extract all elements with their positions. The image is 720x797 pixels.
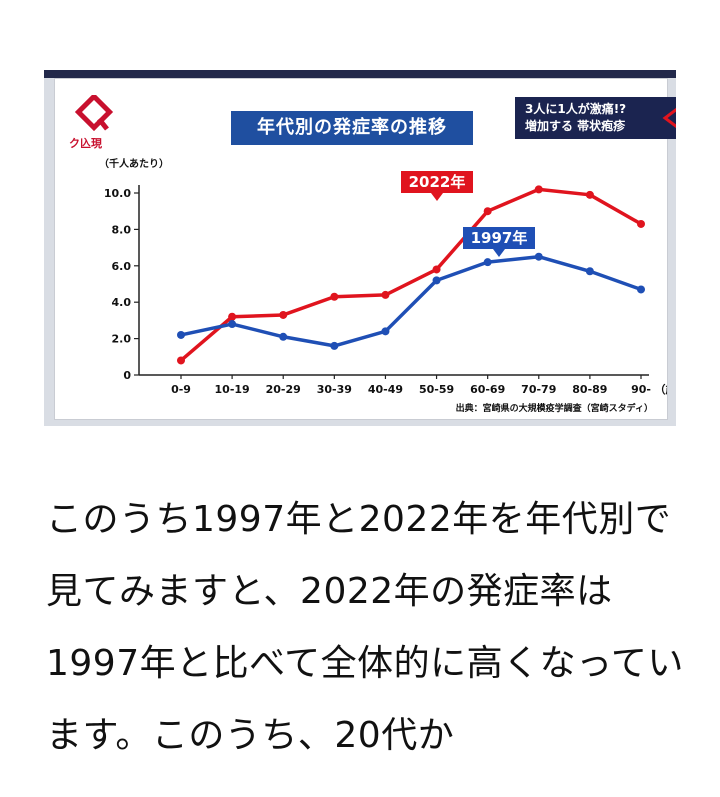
chart-title: 年代別の発症率の推移: [231, 111, 473, 145]
series-point-0: [585, 190, 594, 199]
series-point-0: [432, 265, 441, 274]
y-tick-label: 0: [123, 369, 131, 382]
line-chart: （千人あたり） 0 2.0 4.0 6.0 8.0 10.0 0-9 10-19 20-29 30-…: [99, 157, 668, 414]
chart-board: ク兦現 年代別の発症率の推移 3人に1人が激痛!? 増加する 帯状疱疹 （千人あ…: [54, 78, 676, 420]
series-line-1: [180, 254, 642, 348]
series-point-1: [534, 252, 543, 261]
series-point-1: [279, 332, 288, 341]
news-banner: 3人に1人が激痛!? 増加する 帯状疱疹: [515, 97, 676, 139]
chevron-left-icon: [662, 107, 676, 129]
series-point-1: [381, 327, 390, 336]
series-point-1: [228, 320, 237, 329]
caption-text: このうち1997年と2022年を年代別で見てみますと、2022年の発症率は199…: [46, 499, 684, 756]
screen-top-bar: [44, 70, 676, 78]
y-tick-label: 2.0: [112, 333, 132, 346]
banner-line-2: 増加する 帯状疱疹: [525, 119, 626, 133]
x-tick-label: 20-29: [266, 383, 301, 396]
series-point-1: [330, 341, 339, 350]
y-tick-label: 6.0: [112, 260, 132, 273]
legend-tag-pointer-0: [431, 193, 443, 201]
series-point-0: [381, 290, 390, 299]
x-tick-label: 80-89: [572, 383, 607, 396]
banner-line-1: 3人に1人が激痛!?: [525, 102, 627, 116]
x-tick-label: 10-19: [215, 383, 250, 396]
x-tick-label: 40-49: [368, 383, 403, 396]
legend-tag-bg-1: [463, 227, 535, 249]
series-point-1: [585, 267, 594, 276]
x-tick-label: 70-79: [521, 383, 556, 396]
legend-label-0: 2022年: [409, 173, 466, 191]
tv-screen: ク兦現 年代別の発症率の推移 3人に1人が激痛!? 増加する 帯状疱疹 （千人あ…: [44, 70, 676, 426]
x-tick-label: 60-69: [470, 383, 505, 396]
legend-label-1: 1997年: [471, 229, 528, 247]
series-point-1: [483, 258, 492, 267]
series-point-0: [330, 292, 339, 301]
y-axis-label: （千人あたり）: [99, 157, 169, 170]
series-point-0: [177, 356, 185, 365]
x-tick-label: 30-39: [317, 383, 352, 396]
legend-tag-pointer-1: [493, 249, 505, 257]
source-note: 出典：宮崎県の大規模疫学調査（宮崎スタディ）: [456, 402, 653, 414]
series-point-0: [637, 219, 645, 228]
series-point-1: [432, 276, 441, 285]
x-tick-label: 90-: [631, 383, 651, 396]
y-tick-label: 4.0: [112, 296, 132, 309]
y-tick-label: 10.0: [104, 187, 131, 200]
series-point-0: [534, 185, 543, 194]
y-tick-label: 8.0: [112, 223, 132, 236]
series-point-0: [483, 207, 492, 216]
series-point-1: [177, 330, 185, 339]
program-logo-icon: [75, 95, 114, 132]
series-point-1: [637, 285, 645, 294]
x-tick-label: 0-9: [171, 383, 191, 396]
x-tick-label: 50-59: [419, 383, 454, 396]
series-point-0: [228, 312, 237, 321]
x-axis-unit-label: （歳）: [655, 382, 668, 396]
legend-tag-bg-0: [401, 171, 473, 193]
series-point-0: [279, 310, 288, 319]
series-line-0: [179, 187, 642, 362]
program-logo-text: ク兦現: [69, 137, 102, 150]
